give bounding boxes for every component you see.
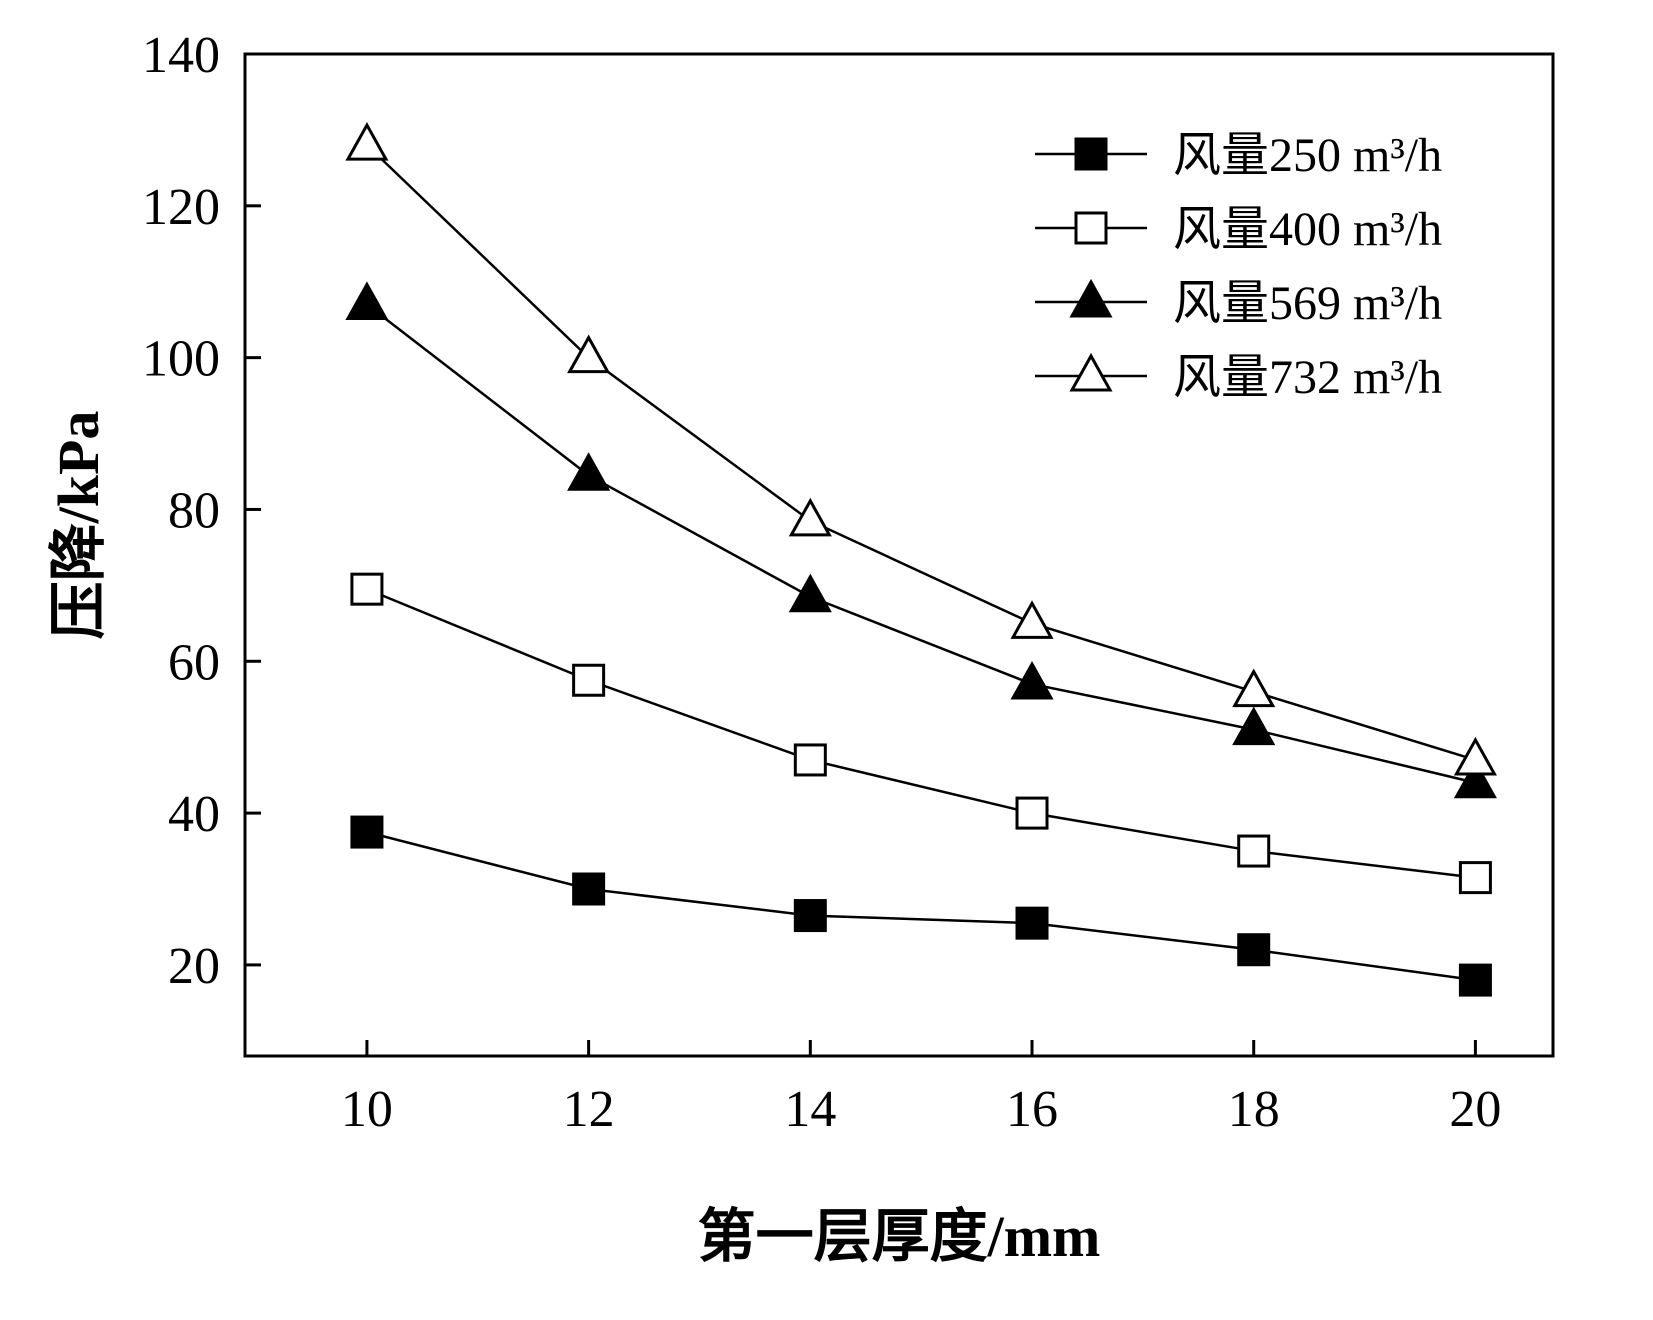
legend-label: 风量400 m³/h — [1173, 203, 1442, 256]
marker-open-square-point — [793, 743, 827, 777]
marker-filled-square-point — [350, 815, 384, 849]
y-axis-title: 压降/kPa — [46, 411, 111, 640]
y-tick-label: 40 — [168, 786, 220, 843]
marker-filled-square-legend — [1074, 137, 1108, 171]
x-tick-label: 18 — [1228, 1081, 1280, 1138]
chart-background — [40, 16, 1653, 1304]
marker-filled-triangle-point — [567, 452, 611, 491]
x-tick-label: 16 — [1006, 1081, 1058, 1138]
marker-open-triangle-point — [1453, 736, 1497, 776]
legend: 风量250 m³/h 风量400 m³/h 风量569 m³/h 风量732 m³/h — [1035, 129, 1442, 404]
marker-open-triangle-point — [788, 497, 832, 537]
marker-filled-square-point — [793, 899, 827, 933]
legend-item-1: 风量400 m³/h — [1035, 203, 1442, 256]
y-tick-label: 140 — [142, 27, 220, 84]
marker-open-triangle-point — [345, 122, 389, 161]
marker-open-triangle-point — [1232, 668, 1276, 708]
marker-filled-triangle-point — [1232, 706, 1276, 746]
pressure-drop-line-chart: 10 12 14 16 18 20 20 40 60 80 100 120 140 第一层厚度/mm 压降/… — [40, 16, 1653, 1304]
x-tick-label: 20 — [1449, 1081, 1501, 1138]
marker-open-square-point — [1237, 834, 1271, 868]
legend-label: 风量569 m³/h — [1173, 277, 1442, 330]
axis-frame — [243, 52, 1555, 1058]
y-tick-label: 20 — [168, 938, 220, 995]
series-line — [366, 303, 1476, 784]
legend-item-3: 风量732 m³/h — [1035, 351, 1442, 404]
series-2 — [345, 281, 1497, 799]
marker-filled-triangle-point — [1453, 759, 1497, 799]
series-3 — [345, 122, 1497, 776]
x-tick-label: 14 — [784, 1081, 836, 1138]
marker-open-square-point — [1458, 861, 1492, 895]
marker-filled-triangle-point — [345, 281, 389, 320]
marker-open-triangle-point — [567, 334, 611, 374]
series-line — [366, 144, 1476, 762]
y-tick-label: 60 — [168, 634, 220, 691]
legend-label: 风量250 m³/h — [1173, 129, 1442, 182]
marker-filled-triangle-point — [1010, 660, 1054, 700]
marker-open-triangle-point — [1010, 600, 1054, 639]
marker-open-square-point — [350, 572, 384, 606]
marker-filled-square-point — [572, 872, 606, 906]
marker-filled-square-point — [1458, 963, 1492, 997]
series-line — [366, 588, 1476, 879]
marker-open-square-point — [1015, 796, 1049, 830]
legend-item-0: 风量250 m³/h — [1035, 129, 1442, 182]
y-tick-label: 100 — [142, 331, 220, 388]
x-tick-label: 10 — [341, 1081, 393, 1138]
series-line — [366, 830, 1476, 982]
marker-filled-square-point — [1015, 906, 1049, 940]
marker-filled-square-point — [1237, 933, 1271, 967]
marker-filled-triangle-legend — [1069, 278, 1113, 318]
series-0 — [350, 815, 1492, 997]
marker-open-square-point — [572, 663, 606, 697]
y-tick-label: 120 — [142, 179, 220, 236]
x-tick-label: 12 — [563, 1081, 615, 1138]
chart-svg: 10 12 14 16 18 20 20 40 60 80 100 120 140 第一层厚度/mm 压降/… — [40, 16, 1653, 1304]
legend-item-2: 风量569 m³/h — [1035, 277, 1442, 330]
legend-label: 风量732 m³/h — [1173, 351, 1442, 404]
x-axis-title: 第一层厚度/mm — [698, 1204, 1101, 1269]
series-1 — [350, 572, 1492, 895]
y-tick-label: 80 — [168, 482, 220, 539]
marker-filled-triangle-point — [788, 573, 832, 613]
marker-open-square-legend — [1074, 211, 1108, 245]
marker-open-triangle-legend — [1069, 352, 1113, 392]
